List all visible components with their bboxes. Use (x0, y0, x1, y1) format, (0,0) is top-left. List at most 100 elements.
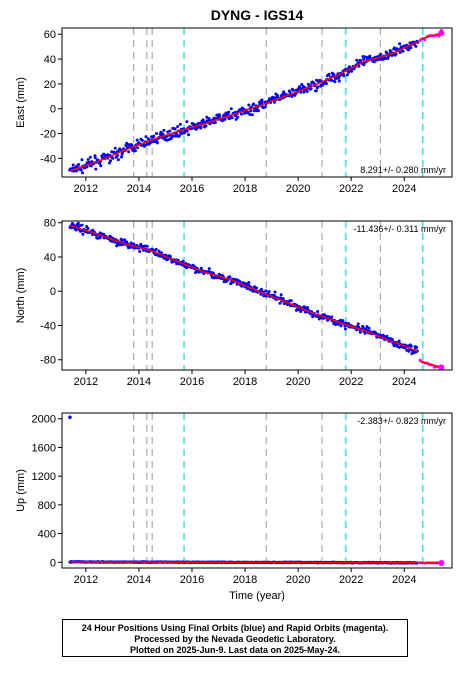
final-orbit-point (125, 240, 129, 244)
final-orbit-point (250, 113, 254, 117)
y-tick-label: 60 (44, 29, 56, 41)
final-orbit-point (155, 141, 159, 145)
points-up (68, 415, 445, 566)
footer-box: 24 Hour Positions Using Final Orbits (bl… (62, 619, 408, 657)
final-orbit-point (398, 42, 402, 46)
final-orbit-point (79, 168, 83, 172)
y-tick-label: 1600 (32, 442, 56, 454)
final-orbit-point (246, 110, 250, 114)
y-tick-label: -20 (40, 129, 56, 141)
final-orbit-point (145, 244, 149, 248)
final-orbit-point (136, 146, 140, 150)
y-tick-label: 800 (38, 500, 56, 512)
plot-frame (61, 27, 453, 178)
final-orbit-point (204, 124, 208, 128)
final-orbit-point (205, 115, 209, 119)
final-orbit-point (350, 69, 354, 73)
final-orbit-point (347, 322, 351, 326)
final-orbit-point (247, 281, 251, 284)
final-orbit-point (363, 331, 367, 335)
final-orbit-point (71, 163, 75, 167)
y-tick-label: 40 (44, 54, 56, 66)
final-orbit-point (257, 109, 260, 113)
final-orbit-point (157, 249, 161, 253)
final-orbit-point (99, 164, 103, 168)
final-orbit-point (333, 80, 337, 84)
y-tick-label: 0 (50, 104, 56, 116)
x-tick-label: 2012 (74, 183, 98, 195)
x-tick-label: 2016 (180, 574, 204, 586)
final-orbit-point (168, 254, 172, 258)
y-axis-label: Up (mm) (15, 469, 27, 512)
final-orbit-point (77, 163, 81, 166)
final-orbit-point (271, 95, 275, 99)
x-tick-label: 2012 (74, 574, 98, 586)
final-orbit-point (234, 117, 238, 121)
final-orbit-point (407, 48, 411, 52)
final-orbit-point (379, 52, 383, 56)
final-orbit-point (260, 98, 264, 102)
final-orbit-point (230, 116, 234, 120)
points-north (68, 221, 445, 370)
x-tick-label: 2020 (286, 376, 310, 388)
final-orbit-point (278, 301, 282, 305)
final-orbit-point (311, 315, 315, 319)
plot-frame (61, 220, 453, 371)
final-orbit-point (116, 158, 120, 162)
plot-frame (61, 412, 453, 569)
final-orbit-point (276, 94, 280, 98)
final-orbit-point (215, 113, 219, 117)
x-axis-label: Time (year) (229, 590, 285, 602)
y-tick-label: 0 (50, 286, 56, 298)
rate-label: -11.436+/- 0.311 mm/yr (354, 224, 446, 234)
x-tick-label: 2014 (127, 376, 151, 388)
final-orbit-point (207, 267, 211, 271)
final-orbit-point (330, 315, 334, 319)
final-orbit-point (330, 78, 334, 82)
model-fit-line (69, 561, 418, 564)
final-orbit-point (155, 132, 158, 135)
final-orbit-point (116, 153, 120, 157)
x-tick-label: 2020 (286, 183, 310, 195)
final-orbit-point (87, 160, 91, 164)
footer-line-1: 24 Hour Positions Using Final Orbits (bl… (81, 623, 389, 633)
model-fit-line (69, 41, 418, 172)
final-orbit-point (306, 82, 310, 86)
final-orbit-point (168, 129, 172, 133)
y-tick-label: -40 (40, 320, 56, 332)
final-orbit-point (228, 275, 232, 279)
final-orbit-point (185, 129, 189, 133)
final-orbit-point (259, 287, 263, 291)
final-orbit-point (316, 310, 320, 313)
panel-east: -40 -20 0 20 40 60 2012 2014 2016 2018 2020 2022 202… (15, 27, 453, 195)
final-orbit-point (339, 324, 343, 328)
rapid-orbit-point (432, 365, 436, 369)
model-fit-line (69, 224, 418, 352)
final-orbit-point (248, 113, 252, 116)
final-orbit-point (255, 286, 258, 290)
final-orbit-point (362, 63, 366, 67)
final-orbit-point (314, 89, 318, 93)
y-tick-label: -80 (40, 355, 56, 367)
final-orbit-point (76, 221, 80, 225)
panel-up: 0 400 800 1200 1600 2000 2012 2014 2016 2018 2020 2… (15, 412, 453, 602)
chart-title: DYNG - IGS14 (211, 7, 304, 23)
final-orbit-point (94, 167, 98, 171)
final-orbit-point (178, 134, 181, 138)
final-orbit-point (175, 132, 179, 136)
panel-north: -80 -40 0 40 80 2012 2014 2016 2018 2020 2022 2024 N… (15, 218, 453, 388)
x-tick-label: 2014 (127, 574, 151, 586)
final-orbit-point (337, 79, 341, 83)
final-orbit-point (93, 156, 97, 160)
final-orbit-point (343, 327, 347, 331)
final-orbit-point (324, 82, 328, 86)
panels: -40 -20 0 20 40 60 2012 2014 2016 2018 2020 2022 202… (15, 27, 453, 602)
final-orbit-point (96, 236, 100, 240)
points-east (68, 29, 445, 175)
final-orbit-point (327, 72, 331, 76)
final-orbit-point (273, 290, 277, 294)
final-orbit-point (74, 228, 78, 232)
final-orbit-point (152, 134, 156, 138)
final-orbit-point (341, 319, 345, 323)
